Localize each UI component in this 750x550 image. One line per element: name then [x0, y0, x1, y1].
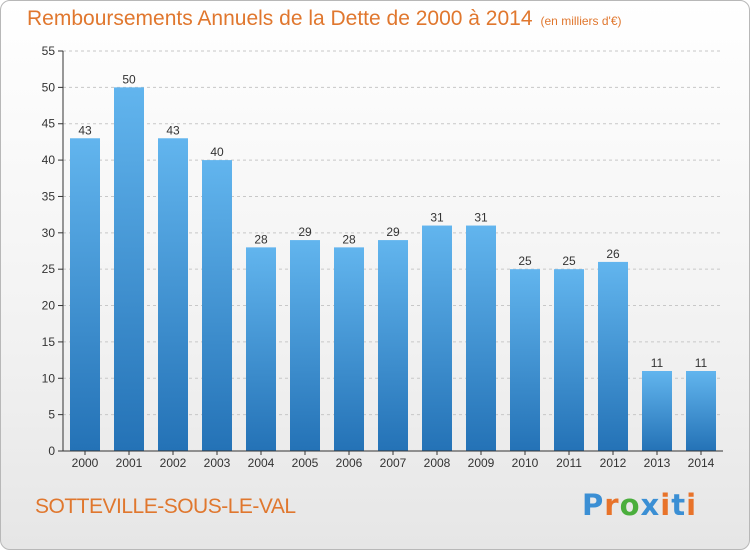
bar [158, 138, 188, 452]
y-tick-label: 10 [42, 371, 56, 385]
labels: 43 2000 50 2001 43 2002 40 2003 28 2004 29 2005 28 20… [72, 72, 715, 470]
bar [378, 240, 408, 451]
y-tick-label: 50 [42, 80, 56, 94]
bar [246, 247, 276, 451]
y-tick-label: 5 [48, 408, 55, 422]
bar [642, 371, 672, 451]
proxiti-logo[interactable]: Proxiti [582, 488, 697, 522]
data-label: 31 [474, 211, 488, 225]
y-tick-label: 15 [42, 335, 56, 349]
logo-letter: t [671, 488, 687, 522]
data-label: 29 [386, 225, 400, 239]
x-tick-label: 2011 [556, 456, 582, 470]
x-tick-label: 2005 [292, 456, 319, 470]
x-tick-label: 2013 [644, 456, 671, 470]
logo-letter: r [604, 488, 620, 522]
x-tick-label: 2002 [160, 456, 187, 470]
data-label: 26 [606, 247, 620, 261]
axes: 0 5 10 15 20 25 30 35 40 45 50 55 [42, 44, 723, 458]
data-label: 40 [210, 145, 224, 159]
bar [202, 160, 232, 451]
x-tick-label: 2001 [116, 456, 143, 470]
data-label: 25 [518, 254, 532, 268]
bar [554, 269, 584, 451]
y-tick-label: 55 [42, 44, 56, 58]
bars [70, 87, 716, 452]
y-tick-label: 45 [42, 117, 56, 131]
logo-letter: i [686, 488, 698, 522]
y-tick-label: 25 [42, 262, 56, 276]
data-label: 29 [298, 225, 312, 239]
y-tick-label: 35 [42, 189, 56, 203]
x-tick-label: 2012 [600, 456, 627, 470]
data-label: 25 [562, 254, 576, 268]
data-label: 31 [430, 211, 444, 225]
bar [598, 261, 628, 451]
y-tick-label: 40 [42, 153, 56, 167]
bar [510, 269, 540, 451]
bar [114, 87, 144, 451]
bar [70, 138, 100, 452]
y-tick-label: 30 [42, 226, 56, 240]
data-label: 43 [78, 123, 92, 137]
title-text: Remboursements Annuels de la Dette de 20… [27, 7, 533, 30]
logo-letter: o [619, 488, 641, 522]
x-tick-label: 2008 [424, 456, 451, 470]
y-tick-label: 0 [48, 444, 55, 458]
x-tick-label: 2006 [336, 456, 363, 470]
x-tick-label: 2007 [380, 456, 407, 470]
x-tick-label: 2010 [512, 456, 539, 470]
data-label: 43 [166, 123, 180, 137]
chart-title: Remboursements Annuels de la Dette de 20… [27, 7, 622, 31]
logo-letter: i [660, 488, 672, 522]
data-label: 28 [254, 232, 268, 246]
x-tick-label: 2014 [688, 456, 715, 470]
bar [686, 371, 716, 451]
data-label: 50 [122, 72, 136, 86]
x-tick-label: 2003 [204, 456, 231, 470]
bar [290, 240, 320, 451]
bar [466, 225, 496, 451]
data-label: 11 [651, 356, 664, 370]
unit-label: (en milliers d'€) [540, 14, 622, 28]
data-label: 11 [695, 356, 708, 370]
commune-name: SOTTEVILLE-SOUS-LE-VAL [35, 495, 296, 518]
y-tick-label: 20 [42, 299, 56, 313]
bar [422, 225, 452, 451]
logo-letter: x [640, 488, 661, 522]
bar [334, 247, 364, 451]
x-tick-label: 2000 [72, 456, 99, 470]
data-label: 28 [342, 232, 356, 246]
logo-letter: P [582, 488, 605, 522]
x-tick-label: 2009 [468, 456, 495, 470]
x-tick-label: 2004 [248, 456, 275, 470]
